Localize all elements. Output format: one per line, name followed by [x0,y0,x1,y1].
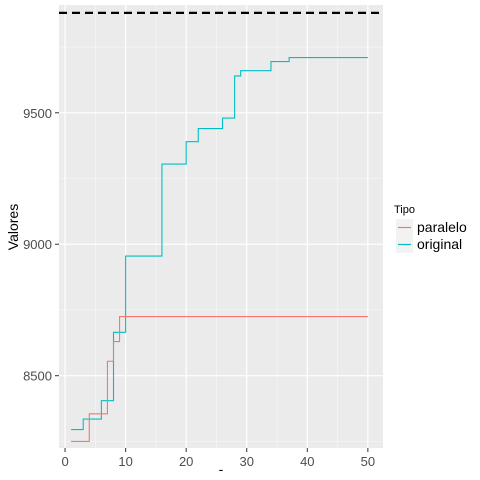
series-line-paralelo [71,315,368,442]
x-tick-label: 0 [61,454,68,469]
x-tick-label: 10 [118,454,132,469]
legend-label-paralelo: paralelo [417,219,467,235]
x-tick-label: 50 [361,454,375,469]
grid-minor [59,5,383,448]
y-tick-label: 8500 [23,369,52,384]
y-axis: 8500 9000 9500 [23,106,59,384]
x-axis: 0 10 20 30 40 50 [61,448,375,469]
x-tick-label: 20 [179,454,193,469]
x-axis-title: - [219,461,224,477]
series-line-original [71,57,368,431]
x-tick-label: 40 [300,454,314,469]
y-tick-label: 9500 [23,106,52,121]
y-tick-label: 9000 [23,237,52,252]
series-layer [71,57,368,442]
x-tick-label: 30 [240,454,254,469]
legend-title: Tipo [394,204,415,216]
y-axis-title: Valores [5,204,21,250]
legend-label-original: original [417,236,462,252]
